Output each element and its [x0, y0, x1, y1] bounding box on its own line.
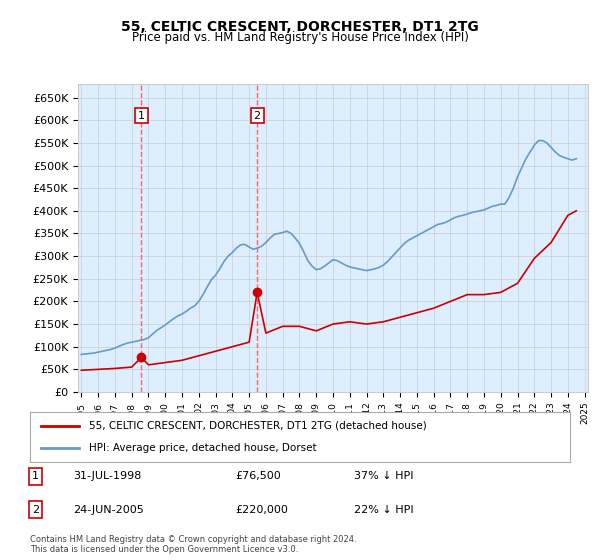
Text: 2: 2: [254, 111, 261, 121]
Text: Contains HM Land Registry data © Crown copyright and database right 2024.
This d: Contains HM Land Registry data © Crown c…: [30, 535, 356, 554]
Text: 22% ↓ HPI: 22% ↓ HPI: [354, 505, 413, 515]
Text: 1: 1: [32, 471, 39, 481]
Text: 55, CELTIC CRESCENT, DORCHESTER, DT1 2TG (detached house): 55, CELTIC CRESCENT, DORCHESTER, DT1 2TG…: [89, 421, 427, 431]
Text: 37% ↓ HPI: 37% ↓ HPI: [354, 471, 413, 481]
Text: 24-JUN-2005: 24-JUN-2005: [73, 505, 144, 515]
Text: 31-JUL-1998: 31-JUL-1998: [73, 471, 142, 481]
Text: Price paid vs. HM Land Registry's House Price Index (HPI): Price paid vs. HM Land Registry's House …: [131, 31, 469, 44]
Text: HPI: Average price, detached house, Dorset: HPI: Average price, detached house, Dors…: [89, 443, 317, 453]
Text: £220,000: £220,000: [235, 505, 288, 515]
Text: 1: 1: [138, 111, 145, 121]
Text: 2: 2: [32, 505, 39, 515]
Text: £76,500: £76,500: [235, 471, 281, 481]
Text: 55, CELTIC CRESCENT, DORCHESTER, DT1 2TG: 55, CELTIC CRESCENT, DORCHESTER, DT1 2TG: [121, 20, 479, 34]
